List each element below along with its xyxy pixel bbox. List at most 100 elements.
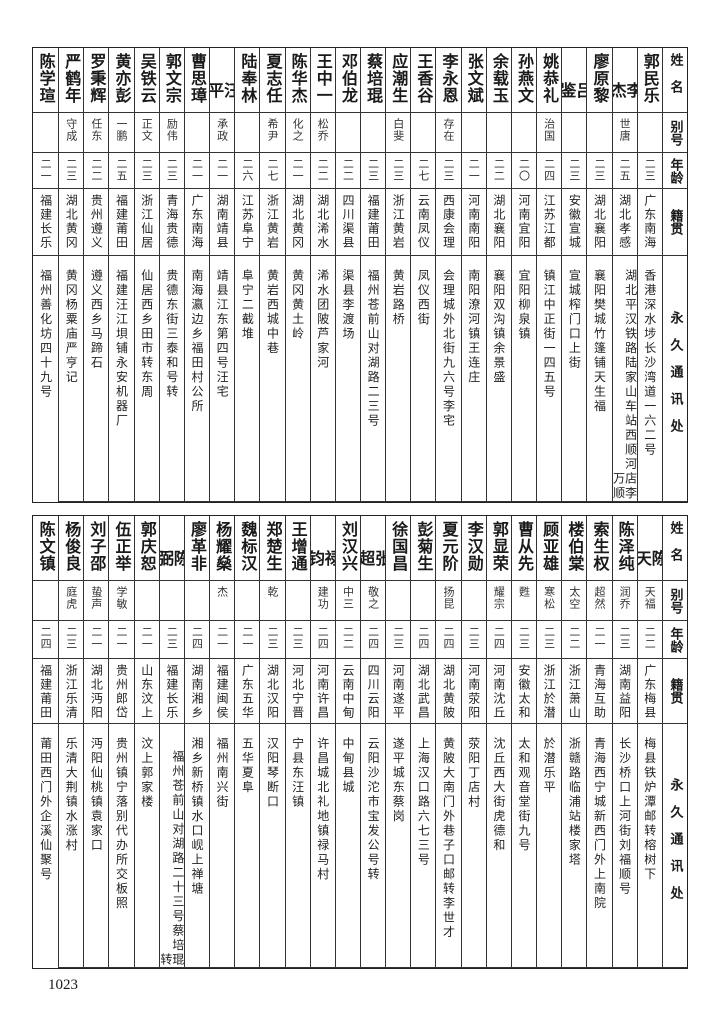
- header-name: 姓名: [661, 48, 687, 113]
- origin-text: 四川渠县: [340, 194, 355, 250]
- cell-name: 黄亦彭: [108, 48, 134, 113]
- cell-address: 宜阳柳泉镇: [510, 256, 537, 502]
- origin-text: 湖北襄阳: [491, 194, 506, 250]
- cell-origin: 广东梅县: [636, 659, 662, 724]
- age-text: 二一: [215, 158, 229, 182]
- address-text: 福建汪江垻铺永安机器厂: [114, 269, 129, 429]
- name-text: 郭庆恕: [137, 521, 157, 572]
- address-text: 许昌城北礼地镇禄马村: [315, 737, 330, 882]
- cell-age: 二三: [536, 621, 562, 659]
- header-address-label: 永久通讯处: [667, 778, 683, 913]
- cell-name: 索生权: [586, 516, 612, 581]
- cell-origin: 贵州郎岱: [108, 659, 134, 724]
- cell-origin: 青海贵德: [158, 189, 184, 256]
- cell-alias: [133, 581, 159, 621]
- name-text: 姚恭礼: [540, 53, 560, 104]
- cell-alias: 守成: [58, 113, 84, 153]
- name-text: 黄亦彭: [112, 53, 132, 104]
- cell-alias: 承政: [209, 113, 235, 153]
- age-text: 二一: [215, 626, 229, 650]
- age-text: 二四: [442, 626, 456, 650]
- origin-text: 浙江於潜: [542, 664, 557, 720]
- cell-age: 二一: [460, 153, 486, 189]
- name-text: 张文斌: [464, 53, 484, 104]
- cell-address: 上海汉口路六七三号: [410, 724, 436, 968]
- cell-origin: 浙江黄岩: [259, 189, 285, 256]
- cell-age: 二二: [309, 153, 335, 189]
- cell-address: 南海瀛边乡福田村公所: [183, 256, 210, 502]
- cell-alias: [33, 581, 59, 621]
- cell-age: 二三: [158, 153, 184, 189]
- cell-address: 青海西宁城新西门外上南院: [586, 724, 612, 968]
- age-text: 二三: [165, 626, 179, 650]
- cell-alias: 天福: [636, 581, 662, 621]
- cell-origin: 四川渠县: [334, 189, 360, 256]
- cell-origin: 福建长乐: [158, 659, 184, 724]
- age-text: 二三: [542, 626, 556, 650]
- alias-text: 甦: [517, 586, 531, 598]
- address-text: 乐清大荆镇水涨村: [64, 737, 79, 853]
- origin-text: 西康会理: [441, 194, 456, 250]
- cell-origin: 西康会理: [435, 189, 461, 256]
- name-text: 陈泽纯: [615, 521, 635, 572]
- cell-name: 王中一: [309, 48, 335, 113]
- cell-origin: 广东五华: [234, 659, 260, 724]
- address-text: 太和观音堂街九号: [517, 737, 532, 853]
- address-text: 福州善化坊四十九号: [38, 269, 53, 400]
- cell-origin: 福建莆田: [108, 189, 134, 256]
- address-text: 湖北平汉铁路陆家山车站西顺河店李万顺: [611, 269, 637, 501]
- cell-origin: 湖北襄阳: [485, 189, 511, 256]
- name-text: 杨俊良: [62, 521, 82, 572]
- cell-name: 楼伯棠: [561, 516, 587, 581]
- cell-name: 蔡培琨: [360, 48, 386, 113]
- cell-age: 二三: [58, 621, 84, 659]
- alias-text: 希尹: [265, 118, 279, 142]
- cell-origin: 广东南海: [183, 189, 210, 256]
- cell-name: 陆奉林: [234, 48, 260, 113]
- alias-text: 蛰声: [89, 586, 103, 610]
- cell-origin: 河南南阳: [460, 189, 486, 256]
- cell-origin: 河北宁晋: [284, 659, 310, 724]
- age-text: 二一: [115, 626, 129, 650]
- age-text: 二四: [316, 626, 330, 650]
- cell-origin: 湖北黄陂: [435, 659, 461, 724]
- name-text: 禄钧: [309, 550, 335, 580]
- name-text: 吴铁云: [137, 53, 157, 104]
- address-text: 黄冈黄土岭: [290, 269, 305, 342]
- header-origin: 籍贯: [661, 659, 687, 724]
- name-text: 伍正举: [112, 521, 132, 572]
- address-text: 青海西宁城新西门外上南院: [592, 737, 607, 911]
- alias-text: 白斐: [391, 118, 405, 142]
- cell-address: 遵义西乡马蹄石: [83, 256, 109, 502]
- cell-alias: 中三: [334, 581, 360, 621]
- name-text: 陈华杰: [288, 53, 308, 104]
- address-text: 荥阳丁店村: [466, 737, 481, 810]
- cell-age: 二二: [334, 621, 360, 659]
- name-text: 陆奉林: [238, 53, 258, 104]
- age-text: 二四: [39, 626, 53, 650]
- cell-age: 二三: [385, 153, 411, 189]
- cell-address: 镇江中正街一四五号: [536, 256, 562, 502]
- cell-address: 黄岩路桥: [385, 256, 411, 502]
- cell-name: 余载玉: [485, 48, 511, 113]
- age-text: 二二: [492, 158, 506, 182]
- name-text: 陈弼: [158, 550, 184, 580]
- name-text: 刘子邵: [87, 521, 107, 572]
- origin-text: 湖北黄冈: [64, 194, 79, 250]
- cell-address: 宁县东汪镇: [284, 724, 310, 968]
- origin-text: 湖北黄冈: [290, 194, 305, 250]
- address-text: 宣城榨门口上街: [567, 269, 582, 371]
- age-text: 二三: [517, 626, 531, 650]
- name-text: 索生权: [590, 521, 610, 572]
- address-text: 贵州镇宁落别代办所交板照: [114, 737, 129, 911]
- cell-age: 二五: [611, 153, 637, 189]
- cell-name: 陈华杰: [284, 48, 310, 113]
- cell-alias: [385, 581, 411, 621]
- cell-name: 刘汉兴: [334, 516, 360, 581]
- cell-address: 於潜乐平: [536, 724, 562, 968]
- cell-name: 孙燕文: [510, 48, 537, 113]
- alias-text: 寒松: [542, 586, 556, 610]
- name-text: 王增通: [288, 521, 308, 572]
- age-text: 二四: [542, 158, 556, 182]
- cell-alias: 世唐: [611, 113, 637, 153]
